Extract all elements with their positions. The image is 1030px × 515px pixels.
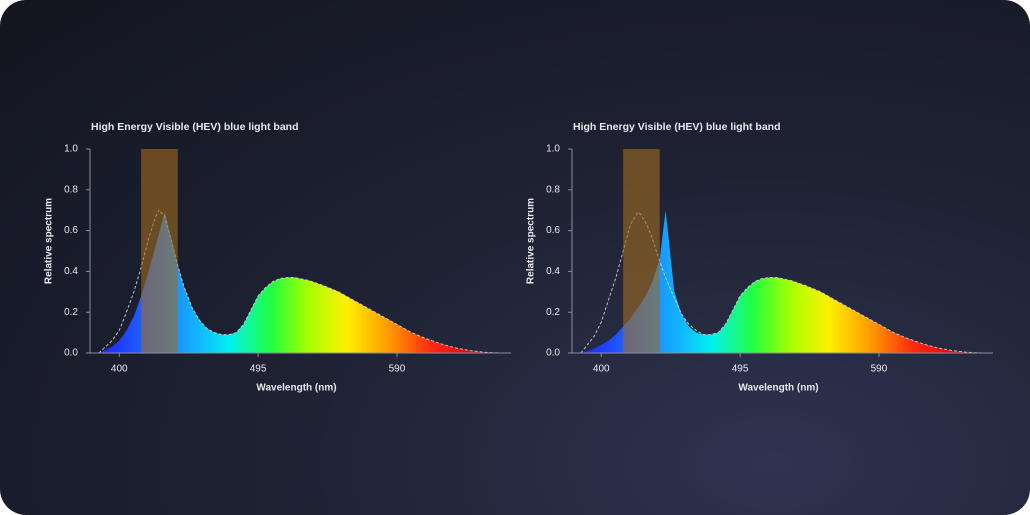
x-tick-label: 590 bbox=[389, 364, 406, 375]
y-tick-label: 1.0 bbox=[64, 144, 78, 155]
chart-title: High Energy Visible (HEV) blue light ban… bbox=[91, 121, 299, 133]
x-tick-label: 590 bbox=[871, 364, 888, 375]
x-tick-label: 495 bbox=[732, 364, 749, 375]
x-tick-label: 495 bbox=[250, 364, 267, 375]
x-axis-label: Wavelength (nm) bbox=[256, 383, 336, 394]
y-tick-label: 0.2 bbox=[546, 307, 560, 318]
y-tick-label: 0.6 bbox=[64, 225, 78, 236]
y-tick-label: 0.0 bbox=[64, 348, 78, 359]
y-tick-label: 0.4 bbox=[546, 266, 560, 277]
chart-title: High Energy Visible (HEV) blue light ban… bbox=[573, 121, 781, 133]
y-tick-label: 0.0 bbox=[546, 348, 560, 359]
x-tick-label: 400 bbox=[111, 364, 128, 375]
hev-band bbox=[141, 149, 178, 353]
chart: High Energy Visible (HEV) blue light ban… bbox=[44, 121, 511, 394]
y-tick-label: 0.6 bbox=[546, 225, 560, 236]
y-tick-label: 0.8 bbox=[64, 184, 78, 195]
y-tick-label: 0.4 bbox=[64, 266, 78, 277]
spectrum-area bbox=[98, 212, 500, 353]
y-axis-label: Relative spectrum bbox=[44, 198, 55, 284]
x-axis-label: Wavelength (nm) bbox=[738, 383, 818, 394]
y-tick-label: 1.0 bbox=[546, 144, 560, 155]
chart: High Energy Visible (HEV) blue light ban… bbox=[526, 121, 993, 394]
y-axis-label: Relative spectrum bbox=[526, 198, 537, 284]
y-tick-label: 0.8 bbox=[546, 184, 560, 195]
hev-band bbox=[623, 149, 660, 353]
spectrum-area bbox=[580, 210, 982, 353]
y-tick-label: 0.2 bbox=[64, 307, 78, 318]
x-tick-label: 400 bbox=[593, 364, 610, 375]
